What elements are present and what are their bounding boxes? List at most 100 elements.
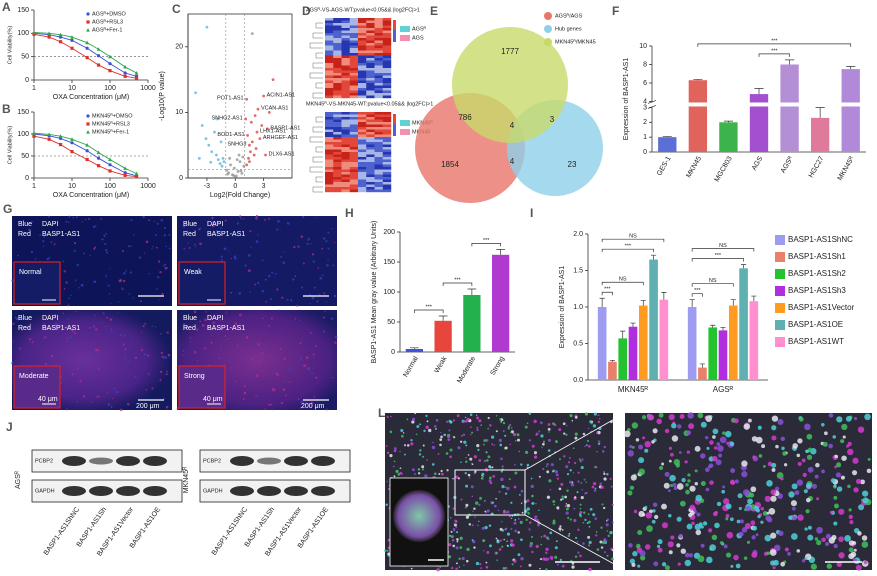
cell xyxy=(567,516,570,519)
heatmap-cell xyxy=(341,124,350,128)
cell xyxy=(584,412,589,416)
heatmap-cell xyxy=(382,73,392,76)
cell xyxy=(603,472,606,476)
cell xyxy=(432,441,434,444)
y-tick-label: 2.0 xyxy=(573,231,583,238)
heatmap-cell xyxy=(341,75,350,79)
nucleus xyxy=(65,281,68,284)
cell xyxy=(559,525,562,528)
cell xyxy=(591,485,595,489)
cell xyxy=(555,473,559,477)
nucleus xyxy=(123,272,126,275)
heatmap-cell xyxy=(341,80,350,84)
nucleus xyxy=(264,278,267,281)
cell xyxy=(536,523,540,527)
cell xyxy=(438,473,441,475)
heatmap-colorbar xyxy=(393,30,396,42)
cell xyxy=(629,485,635,490)
heatmap-cell xyxy=(358,63,367,66)
volcano-point xyxy=(247,156,250,160)
cell xyxy=(488,479,492,483)
cell xyxy=(495,414,498,417)
heatmap-cell xyxy=(349,70,359,74)
nucleus xyxy=(236,222,240,225)
cell xyxy=(712,511,718,517)
nucleus xyxy=(67,221,70,224)
heatmap-cell xyxy=(366,112,375,115)
data-point xyxy=(108,163,112,167)
cell xyxy=(706,446,710,450)
nucleus xyxy=(145,240,149,244)
cell xyxy=(673,458,680,466)
heatmap-cell xyxy=(325,119,334,123)
y-axis-label: Expression of BASP1-AS1 xyxy=(559,266,566,349)
cell xyxy=(533,455,538,459)
heatmap-cell xyxy=(333,68,342,71)
cell xyxy=(520,489,524,493)
heatmap-cell xyxy=(374,75,383,79)
heatmap-cell xyxy=(333,167,342,170)
volcano-point xyxy=(221,156,225,160)
data-point xyxy=(47,132,52,137)
nucleus xyxy=(196,360,199,362)
cell xyxy=(668,446,673,450)
cell xyxy=(589,507,593,511)
legend-swatch xyxy=(544,38,552,46)
cell xyxy=(678,451,682,454)
nucleus xyxy=(163,356,166,359)
heatmap-cell xyxy=(366,169,375,173)
nucleus xyxy=(234,257,237,260)
nucleus xyxy=(117,311,119,313)
legend-marker xyxy=(86,122,90,126)
heatmap-cell xyxy=(374,142,383,145)
significance-bracket xyxy=(442,282,473,286)
heatmap-cell xyxy=(358,85,367,89)
blot-band xyxy=(257,457,281,465)
cell xyxy=(539,567,541,570)
cell xyxy=(569,518,572,521)
heatmap-cell xyxy=(333,53,342,56)
cell xyxy=(452,419,456,422)
cell xyxy=(822,441,828,447)
cell xyxy=(832,435,836,439)
heatmap-cell xyxy=(341,152,350,155)
heatmap-cell xyxy=(366,164,375,168)
heatmap-cell xyxy=(358,78,367,81)
error-bar xyxy=(640,300,646,306)
nucleus xyxy=(107,284,110,287)
cell xyxy=(790,533,798,540)
x-tick-label: Normal xyxy=(402,355,420,378)
cell xyxy=(705,487,710,492)
nucleus xyxy=(80,283,84,287)
cell xyxy=(492,474,496,478)
nucleus xyxy=(113,331,115,333)
group-swatch xyxy=(400,129,410,135)
cell xyxy=(771,467,776,472)
heatmap-cell xyxy=(325,68,334,71)
heatmap-cell xyxy=(382,20,392,24)
cell xyxy=(707,528,713,533)
heatmap-cell xyxy=(358,18,367,21)
heatmap-cell xyxy=(341,83,350,86)
cell xyxy=(561,564,565,568)
nucleus xyxy=(12,340,14,342)
cell xyxy=(414,412,417,415)
heatmap-cell xyxy=(374,157,383,160)
y-tick-label: 10 xyxy=(639,43,647,50)
nucleus xyxy=(11,362,14,365)
heatmap-cell xyxy=(341,85,350,89)
cell xyxy=(631,422,639,429)
nucleus xyxy=(50,355,54,358)
cell xyxy=(594,517,598,520)
cell xyxy=(474,516,476,518)
x-tick-label: MKN45 xyxy=(685,155,703,179)
nucleus xyxy=(322,330,326,333)
nucleus xyxy=(264,219,266,221)
heatmap-cell xyxy=(325,162,334,165)
cell xyxy=(441,472,444,476)
cell xyxy=(462,433,466,437)
cell xyxy=(566,424,568,427)
heatmap-cell xyxy=(366,127,375,130)
x-tick-label: -3 xyxy=(204,183,210,190)
data-point xyxy=(85,46,89,50)
